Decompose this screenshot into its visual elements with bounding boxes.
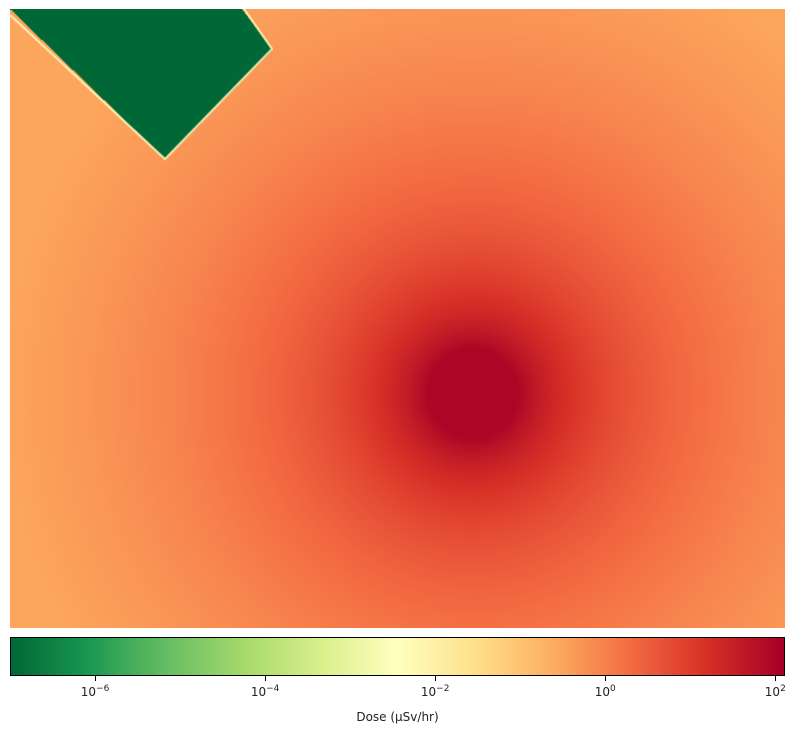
colorbar-tick-label: 10−6 <box>80 684 110 699</box>
colorbar-tick-label: 102 <box>764 684 786 699</box>
colorbar-tick <box>605 676 607 681</box>
colorbar-label: Dose (μSv/hr) <box>356 710 439 724</box>
dose-heatmap <box>10 9 785 628</box>
colorbar-tick-label: 10−2 <box>420 684 450 699</box>
colorbar-tick-label: 100 <box>594 684 616 699</box>
colorbar-tick <box>435 676 437 681</box>
colorbar <box>10 637 785 676</box>
colorbar-tick <box>775 676 777 681</box>
colorbar-tick-label: 10−4 <box>250 684 280 699</box>
colorbar-tick <box>95 676 97 681</box>
colorbar-tick <box>265 676 267 681</box>
